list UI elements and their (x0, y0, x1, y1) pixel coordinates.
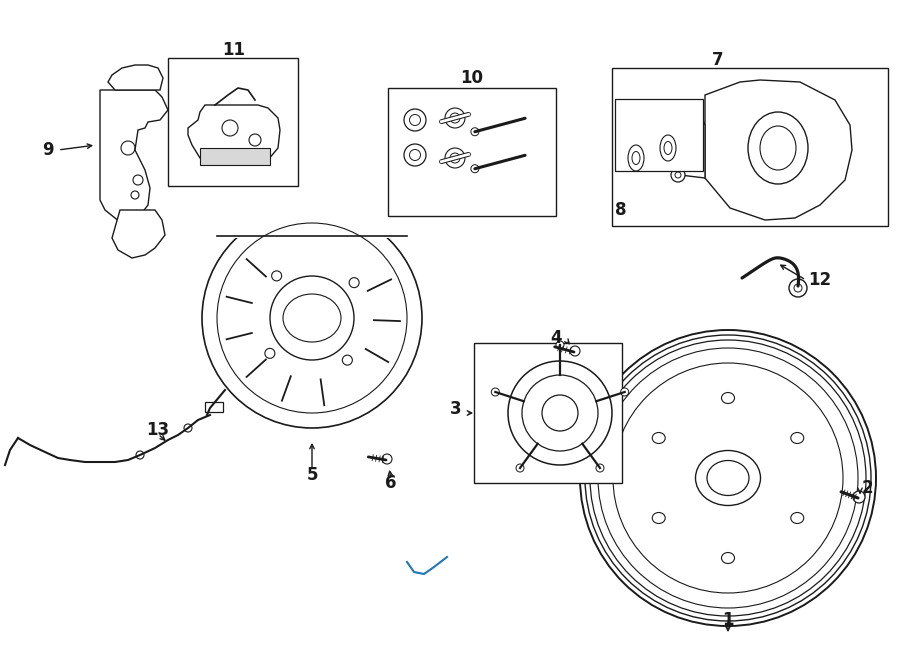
Circle shape (671, 168, 685, 182)
Circle shape (556, 341, 564, 349)
Bar (474, 343, 622, 483)
Circle shape (471, 128, 479, 136)
Polygon shape (100, 90, 168, 222)
Text: 12: 12 (808, 271, 831, 289)
Text: 5: 5 (306, 466, 318, 484)
Bar (197, 188, 427, 238)
Text: 11: 11 (222, 41, 246, 59)
Polygon shape (200, 148, 270, 165)
Circle shape (491, 388, 500, 396)
Circle shape (382, 454, 392, 464)
Text: 1: 1 (722, 611, 734, 629)
Circle shape (516, 464, 524, 472)
Text: 4: 4 (550, 329, 562, 347)
Polygon shape (668, 112, 705, 178)
Bar (615, 99, 703, 171)
Polygon shape (112, 210, 165, 258)
Polygon shape (188, 105, 280, 163)
Text: 3: 3 (450, 400, 462, 418)
Bar (388, 88, 556, 216)
Bar (612, 68, 888, 226)
Text: 7: 7 (712, 51, 724, 69)
Circle shape (471, 165, 479, 173)
Circle shape (671, 108, 685, 122)
Circle shape (853, 491, 865, 503)
Circle shape (136, 451, 144, 459)
Circle shape (596, 464, 604, 472)
Circle shape (570, 346, 580, 356)
Circle shape (202, 208, 422, 428)
Text: 10: 10 (461, 69, 483, 87)
Text: 9: 9 (42, 141, 54, 159)
Polygon shape (108, 65, 163, 90)
Text: 13: 13 (147, 421, 169, 439)
Bar (168, 58, 298, 186)
Text: 6: 6 (385, 474, 397, 492)
Circle shape (789, 279, 807, 297)
Bar (205, 402, 223, 412)
Text: 8: 8 (616, 201, 626, 219)
Circle shape (184, 424, 192, 432)
Polygon shape (705, 80, 852, 220)
Circle shape (621, 388, 629, 396)
Text: 2: 2 (862, 479, 874, 497)
